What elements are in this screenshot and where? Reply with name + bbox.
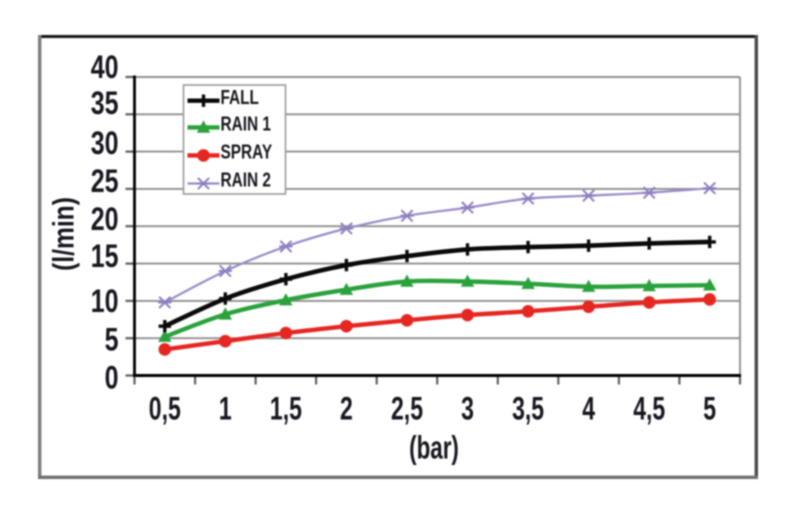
svg-text:35: 35 [91,86,119,122]
svg-text:2: 2 [340,391,353,427]
svg-text:40: 40 [91,50,119,86]
svg-text:0,5: 0,5 [149,391,181,427]
svg-text:3,5: 3,5 [512,391,544,427]
svg-text:2,5: 2,5 [391,391,423,427]
svg-text:RAIN 1: RAIN 1 [221,113,272,135]
svg-text:4: 4 [582,391,595,427]
svg-text:20: 20 [91,202,119,238]
svg-text:(bar): (bar) [409,430,459,466]
svg-text:5: 5 [105,323,119,359]
svg-text:15: 15 [91,239,119,275]
svg-text:RAIN 2: RAIN 2 [221,169,272,191]
svg-text:1,5: 1,5 [270,391,302,427]
svg-text:4,5: 4,5 [633,391,665,427]
svg-text:(l/min): (l/min) [46,197,80,271]
svg-text:3: 3 [461,391,474,427]
svg-text:1: 1 [219,391,232,427]
svg-text:30: 30 [91,126,119,162]
svg-text:FALL: FALL [221,86,260,108]
svg-text:0: 0 [105,361,119,397]
svg-text:SPRAY: SPRAY [221,141,273,163]
svg-text:5: 5 [703,391,716,427]
svg-text:25: 25 [91,164,119,200]
svg-text:10: 10 [91,284,119,320]
